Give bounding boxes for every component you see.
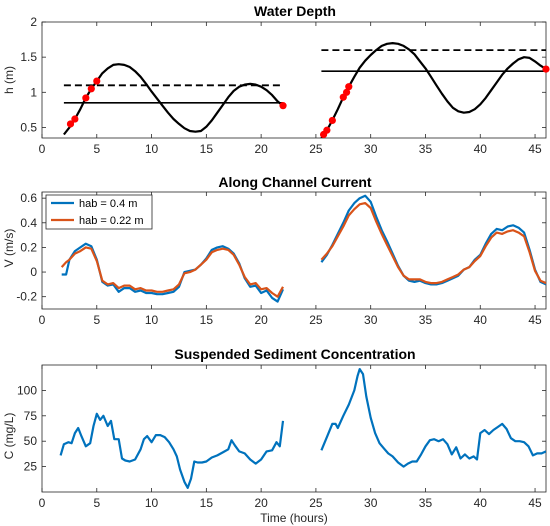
x-tick-label: 35 (419, 496, 433, 510)
red-marker-point (345, 83, 353, 91)
legend-label-hab-022: hab = 0.22 m (79, 215, 144, 227)
x-tick-label: 30 (364, 496, 378, 510)
x-tick-label: 40 (474, 496, 488, 510)
x-tick-label: 10 (145, 496, 159, 510)
ssc-plot-area: 0 5 10 15 20 25 30 35 40 45 25 50 75 100 (17, 364, 547, 510)
y-tick-label: 0 (30, 265, 37, 279)
red-marker-point (71, 115, 79, 123)
x-tick-label: 20 (254, 496, 268, 510)
x-tick-label: 35 (419, 313, 433, 327)
x-tick-label: 25 (309, 496, 323, 510)
current-legend: hab = 0.4 m hab = 0.22 m (45, 194, 153, 230)
x-tick-label: 20 (254, 313, 268, 327)
current-panel: Along Channel Current V (m/s) 0 5 10 15 20 25… (2, 174, 547, 327)
x-tick-label: 10 (145, 142, 159, 156)
ssc-panel: Suspended Sediment Concentration C (mg/L… (2, 346, 547, 525)
x-tick-label: 0 (39, 313, 46, 327)
x-tick-label: 40 (474, 142, 488, 156)
red-marker-point (93, 77, 101, 85)
ssc-title: Suspended Sediment Concentration (174, 346, 415, 362)
y-tick-label: 1.5 (20, 50, 37, 64)
water-depth-ylabel: h (m) (2, 66, 16, 94)
series-line-1 (60, 246, 284, 298)
x-tick-label: 25 (309, 142, 323, 156)
x-tick-label: 20 (254, 142, 268, 156)
x-tick-label: 30 (364, 313, 378, 327)
y-tick-label: 0.2 (20, 240, 37, 254)
y-tick-label: 50 (24, 434, 38, 448)
x-tick-label: 10 (145, 313, 159, 327)
x-tick-label: 40 (474, 313, 488, 327)
red-marker-point (542, 65, 550, 73)
y-tick-label: -0.2 (16, 290, 37, 304)
x-tick-label: 5 (93, 313, 100, 327)
water-depth-panel: Water Depth h (m) 0 5 10 15 20 25 30 35 40 45 0.5 1… (2, 3, 550, 156)
axes-box (41, 364, 547, 493)
x-tick-label: 0 (39, 496, 46, 510)
x-tick-label: 5 (93, 496, 100, 510)
x-tick-label: 45 (528, 496, 542, 510)
axes-box (41, 21, 547, 139)
x-tick-label: 35 (419, 142, 433, 156)
x-tick-label: 15 (200, 496, 214, 510)
x-tick-label: 45 (528, 142, 542, 156)
x-tick-label: 30 (364, 142, 378, 156)
series-line-0 (320, 368, 546, 468)
red-marker-point (82, 94, 90, 102)
water-depth-title: Water Depth (254, 3, 336, 19)
series-line-1 (320, 202, 546, 285)
red-marker-point (323, 126, 331, 134)
y-tick-label: 0.4 (20, 216, 37, 230)
y-tick-label: 25 (24, 460, 38, 474)
x-tick-label: 0 (39, 142, 46, 156)
series-line-0 (320, 194, 546, 286)
depth-line (63, 63, 284, 136)
red-marker-point (279, 102, 287, 110)
red-marker-point (328, 116, 336, 125)
red-marker-point (66, 120, 75, 128)
x-tick-label: 45 (528, 313, 542, 327)
ssc-ylabel: C (mg/L) (2, 413, 16, 460)
x-tick-label: 15 (200, 313, 214, 327)
water-depth-plot-area: 0 5 10 15 20 25 30 35 40 45 0.5 1 1.5 2 (20, 15, 550, 156)
x-tick-label: 5 (93, 142, 100, 156)
y-tick-label: 100 (17, 383, 37, 397)
current-title: Along Channel Current (218, 174, 372, 190)
red-marker-point (87, 85, 95, 93)
x-tick-label: 15 (200, 142, 214, 156)
y-tick-label: 75 (24, 409, 38, 423)
current-ylabel: V (m/s) (2, 229, 16, 268)
red-marker-point (342, 88, 351, 96)
depth-line (320, 41, 546, 138)
y-tick-label: 1 (30, 85, 37, 99)
legend-label-hab-04: hab = 0.4 m (79, 198, 137, 210)
ssc-xlabel: Time (hours) (260, 511, 328, 525)
y-tick-label: 0.6 (20, 191, 37, 205)
y-tick-label: 2 (30, 15, 37, 29)
series-line-0 (59, 412, 285, 489)
y-tick-label: 0.5 (20, 120, 37, 134)
x-tick-label: 25 (309, 313, 323, 327)
